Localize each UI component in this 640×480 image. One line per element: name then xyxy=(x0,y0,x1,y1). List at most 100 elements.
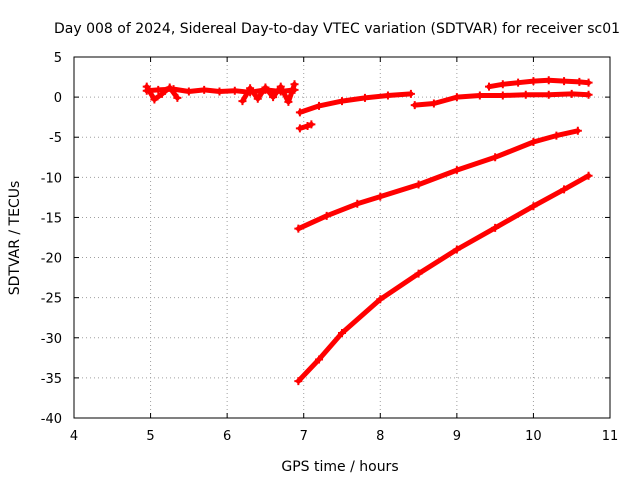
data-point xyxy=(410,101,419,110)
data-point xyxy=(253,94,262,103)
data-point xyxy=(173,93,182,102)
y-tick-label: -15 xyxy=(41,211,62,226)
data-point xyxy=(529,138,538,147)
y-tick-label: -30 xyxy=(41,332,62,347)
x-axis-label: GPS time / hours xyxy=(281,459,398,475)
data-series-6 xyxy=(410,89,593,110)
data-point xyxy=(269,93,278,102)
series-trace xyxy=(240,81,297,105)
data-series-3 xyxy=(238,80,299,106)
data-point xyxy=(560,77,569,86)
data-point xyxy=(338,328,346,337)
data-point xyxy=(290,80,299,89)
data-point xyxy=(238,97,247,106)
data-point xyxy=(246,84,255,93)
data-point xyxy=(200,85,209,94)
data-point xyxy=(584,90,593,99)
chart-title: Day 008 of 2024, Sidereal Day-to-day VTE… xyxy=(54,21,620,37)
y-tick-label: -35 xyxy=(41,372,62,387)
data-point xyxy=(429,99,438,108)
data-point xyxy=(276,82,285,91)
data-point xyxy=(491,153,500,162)
y-axis-label: SDTVAR / TECUs xyxy=(7,181,23,296)
data-point xyxy=(322,211,331,220)
data-point xyxy=(284,97,293,106)
data-point xyxy=(307,120,316,129)
x-tick-label: 5 xyxy=(146,429,154,444)
data-point xyxy=(498,80,507,89)
data-point xyxy=(150,95,159,104)
x-tick-label: 9 xyxy=(453,429,461,444)
series-trace xyxy=(295,128,581,232)
y-tick-label: 0 xyxy=(54,91,62,106)
data-point xyxy=(575,77,584,86)
data-point xyxy=(353,199,362,208)
data-point xyxy=(154,85,163,94)
data-point xyxy=(165,83,174,92)
data-series-5 xyxy=(295,120,316,133)
data-point xyxy=(383,91,392,100)
data-point xyxy=(485,82,494,91)
x-tick-label: 6 xyxy=(223,429,231,444)
x-tick-label: 7 xyxy=(300,429,308,444)
y-tick-label: -40 xyxy=(41,412,62,427)
data-point xyxy=(315,101,324,110)
data-point xyxy=(452,166,461,175)
y-tick-label: 5 xyxy=(54,51,62,66)
data-point xyxy=(414,180,423,189)
data-point xyxy=(529,202,538,211)
data-point xyxy=(414,269,423,278)
data-point xyxy=(521,90,530,99)
data-point xyxy=(544,76,553,85)
data-point xyxy=(142,82,151,91)
data-point xyxy=(514,78,523,87)
data-point xyxy=(452,93,461,102)
x-tick-label: 8 xyxy=(376,429,384,444)
data-point xyxy=(315,355,324,364)
series-trace xyxy=(297,91,414,115)
data-point xyxy=(406,89,415,98)
data-point xyxy=(475,91,484,100)
x-tick-label: 10 xyxy=(525,429,542,444)
x-tick-label: 4 xyxy=(70,429,78,444)
data-point xyxy=(573,126,582,135)
data-point xyxy=(294,224,303,233)
data-point xyxy=(230,86,239,95)
data-point xyxy=(303,121,312,130)
data-point xyxy=(295,108,304,117)
y-tick-label: -10 xyxy=(41,171,62,186)
data-point xyxy=(584,171,593,180)
data-point xyxy=(529,77,538,86)
data-point xyxy=(184,87,193,96)
data-point xyxy=(552,131,561,140)
data-point xyxy=(215,87,224,96)
data-point xyxy=(560,185,569,194)
data-series-9 xyxy=(294,171,593,386)
grid-lines xyxy=(74,57,610,418)
data-point xyxy=(338,97,346,106)
data-series-4 xyxy=(295,89,415,117)
data-series-2 xyxy=(142,82,182,104)
data-point xyxy=(498,91,507,100)
y-tick-label: -25 xyxy=(41,292,62,307)
data-point xyxy=(544,90,553,99)
y-tick-label: -5 xyxy=(49,131,62,146)
data-marks xyxy=(142,76,593,386)
data-point xyxy=(295,124,304,133)
data-point xyxy=(567,89,576,98)
data-series-7 xyxy=(485,76,593,91)
data-point xyxy=(158,89,167,98)
data-point xyxy=(261,83,270,92)
data-point xyxy=(376,192,385,201)
y-tick-label: -20 xyxy=(41,252,62,267)
series-trace xyxy=(295,173,592,384)
data-point xyxy=(491,223,500,232)
x-tick-label: 11 xyxy=(602,429,619,444)
axis-ticks: 4 5 6 7 8 9 10 11 5 0 -5 -10 -15 -20 -25 -30 -35 -40 xyxy=(41,51,619,444)
data-point xyxy=(452,245,461,254)
data-series-8 xyxy=(294,126,582,233)
data-point xyxy=(376,295,385,304)
data-point xyxy=(294,377,303,386)
data-point xyxy=(584,78,593,87)
